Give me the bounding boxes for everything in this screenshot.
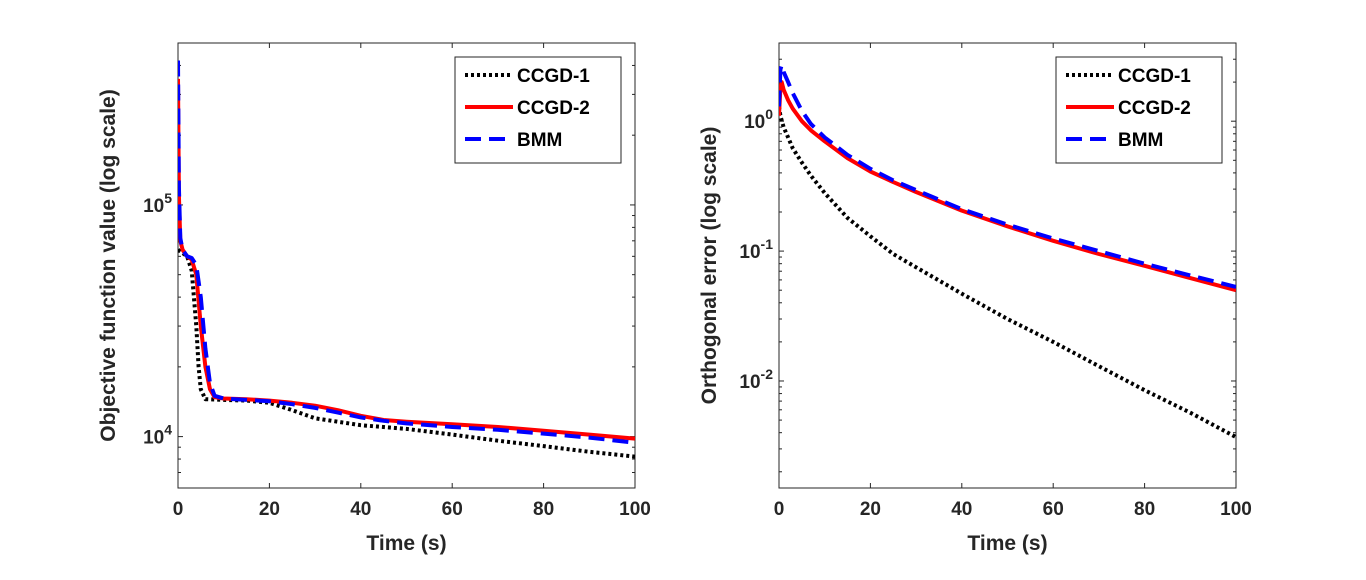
y-tick-label: 10-1 [739,236,773,263]
series-line-ccgd-1 [779,106,1236,439]
x-tick-label: 60 [1043,499,1064,520]
y-tick-base: 10 [739,242,760,263]
x-tick-label: 80 [533,499,554,520]
y-tick-exponent: 5 [164,190,172,206]
y-tick-base: 10 [143,428,164,449]
y-axis-label: Objective function value (log scale) [97,89,120,441]
y-tick-label: 10-2 [739,366,773,393]
legend-label: BMM [517,130,562,151]
y-tick-label: 105 [143,190,172,217]
x-tick-label: 40 [951,499,972,520]
y-axis-label: Orthogonal error (log scale) [698,127,721,405]
y-tick-exponent: 4 [164,422,172,438]
y-tick-label: 104 [143,422,172,449]
x-tick-label: 20 [259,499,280,520]
legend-label: CCGD-1 [1118,66,1191,87]
series-line-bmm [779,63,1236,289]
x-tick-label: 60 [442,499,463,520]
legend-label: CCGD-1 [517,66,590,87]
legend-label: CCGD-2 [1118,98,1191,119]
x-tick-label: 20 [860,499,881,520]
x-tick-label: 100 [619,499,651,520]
legend-label: CCGD-2 [517,98,590,119]
y-tick-exponent: 0 [765,106,773,122]
legend-label: BMM [1118,130,1163,151]
y-tick-exponent: -1 [761,236,774,252]
series-line-bmm [178,60,635,445]
y-tick-label: 100 [744,106,773,133]
y-tick-exponent: -2 [761,366,774,382]
legend-box [454,56,622,164]
legend-box [1055,56,1223,164]
y-tick-base: 10 [143,196,164,217]
x-tick-label: 0 [173,499,184,520]
y-tick-base: 10 [744,112,765,133]
x-tick-label: 0 [774,499,785,520]
series-line-ccgd-2 [779,80,1236,293]
y-tick-base: 10 [739,372,760,393]
x-axis-label: Time (s) [967,532,1047,555]
x-axis-label: Time (s) [366,532,446,555]
series-line-ccgd-1 [178,248,635,459]
x-tick-label: 80 [1134,499,1155,520]
x-tick-label: 40 [350,499,371,520]
x-tick-label: 100 [1220,499,1252,520]
